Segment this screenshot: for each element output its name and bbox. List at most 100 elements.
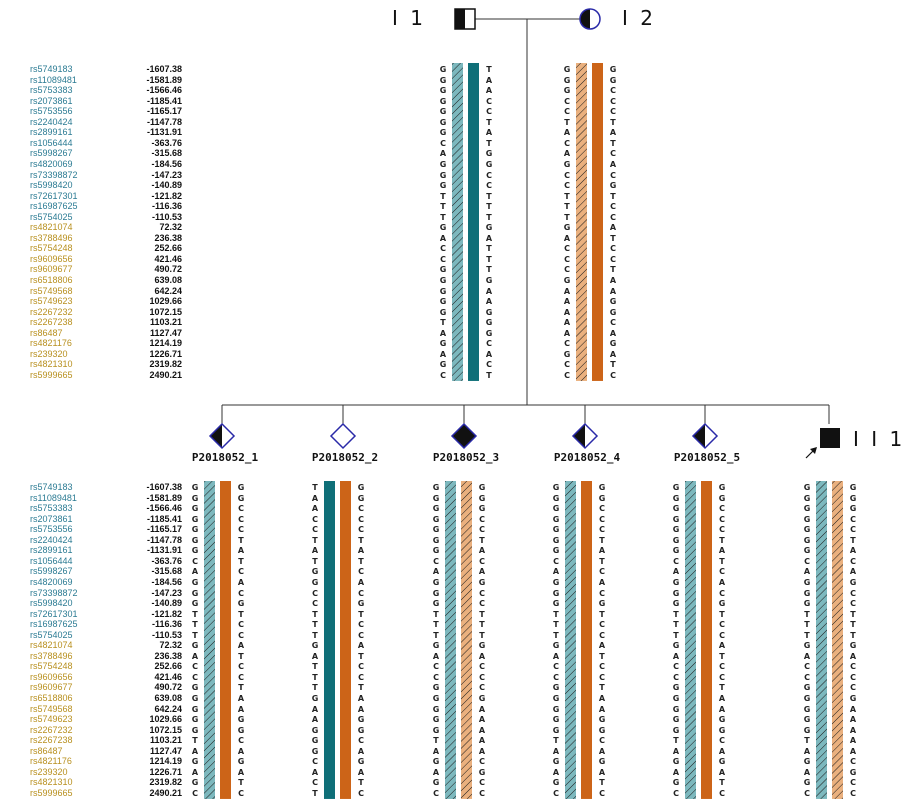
child-2-hap1-allele: T — [312, 535, 318, 545]
child-5-hap1-allele: A — [672, 651, 680, 661]
child-2-hap2-allele: G — [357, 599, 365, 609]
child-4-hap1-allele: T — [553, 620, 559, 630]
child-2-hap1-allele: T — [312, 662, 318, 672]
father-hap2-allele: C — [486, 170, 492, 180]
father-hap1-allele: A — [439, 349, 447, 359]
child-2-hap1-allele: T — [312, 683, 318, 693]
child-5-hap1-allele: C — [673, 556, 679, 566]
child-1-hap1-allele: G — [191, 588, 199, 598]
father-hap2-allele: C — [486, 96, 492, 106]
child-6-hap1-allele: T — [804, 620, 810, 630]
father-hap1-allele: G — [439, 339, 447, 349]
child-6-hap1-allele: G — [803, 778, 811, 788]
child-3-hap1-allele: G — [432, 514, 440, 524]
child-5-hap1-allele: G — [672, 641, 680, 651]
snp-id: rs239320 — [30, 766, 68, 777]
child-1-hap2-allele: T — [238, 683, 244, 693]
child-2-hap2-allele: A — [357, 746, 365, 756]
child-1-hap1-allele: G — [191, 493, 199, 503]
child-5-hap2-allele: C — [719, 514, 725, 524]
mother-hap1-allele: G — [563, 75, 571, 85]
snp-id: rs2240424 — [30, 116, 73, 127]
child-5-hap1-allele: C — [673, 788, 679, 798]
child-1-hap1-allele: T — [192, 620, 198, 630]
father-hap2-allele: C — [486, 181, 492, 191]
child-1-hap1-allele: G — [191, 715, 199, 725]
mother-hap1-allele: C — [564, 181, 570, 191]
child-6-hap1-allele: G — [803, 525, 811, 535]
child-3-hap2-allele: G — [478, 577, 486, 587]
snp-position: 72.32 — [159, 640, 182, 651]
father-hap2-allele: T — [486, 117, 492, 127]
snp-id: rs2073861 — [30, 95, 73, 106]
child-1-hap1-allele: G — [191, 483, 199, 492]
child-4-symbol — [571, 422, 599, 450]
child-1-hap1-allele: C — [192, 556, 198, 566]
mother-hap1-allele: C — [564, 265, 570, 275]
child-4-hap2-allele: T — [599, 609, 605, 619]
snp-position: -1185.41 — [146, 513, 182, 524]
child-5-hap1-allele: G — [672, 778, 680, 788]
child-3-hap1-allele: G — [432, 778, 440, 788]
child-4-hap1-allele: G — [552, 514, 560, 524]
mother-hap2-allele: A — [609, 349, 617, 359]
snp-position: 1226.71 — [149, 766, 182, 777]
child-6-hap2-allele: A — [849, 651, 857, 661]
child-2-hap2-allele: G — [357, 725, 365, 735]
child-2-hap2-allele: T — [358, 683, 364, 693]
snp-id: rs72617301 — [30, 190, 78, 201]
child-6-hap2-allele: C — [850, 588, 856, 598]
child-2-hap1-allele: G — [311, 694, 319, 703]
snp-id: rs3788496 — [30, 232, 73, 243]
child-6-hap2-allele: A — [849, 725, 857, 735]
snp-position: 490.72 — [154, 682, 182, 693]
father-hap1-allele: G — [439, 170, 447, 180]
child-2-hap2-allele: C — [358, 567, 364, 577]
child-4-hap2-allele: T — [599, 683, 605, 693]
mother-hap2-allele: T — [610, 233, 616, 243]
snp-position: -184.56 — [151, 576, 182, 587]
child-5-hap2-allele: C — [719, 736, 725, 746]
child-3-hap2-allele: A — [478, 567, 486, 577]
child-1-hap1-allele: A — [191, 767, 199, 777]
snp-position: 639.08 — [154, 693, 182, 703]
snp-position: -116.36 — [151, 619, 182, 630]
child-4-hap2-allele: C — [599, 588, 605, 598]
snp-id: rs4821176 — [30, 338, 72, 349]
child-2-hap2-allele: C — [358, 525, 364, 535]
mother-hap1-allele: A — [563, 318, 571, 328]
child-6-hap1-allele: A — [803, 567, 811, 577]
child-6-haplotype-bar-2 — [832, 481, 843, 799]
child-2-haplotype-bar-2 — [340, 481, 351, 799]
snp-position: -1165.17 — [146, 524, 182, 535]
child-3-hap2-allele: T — [479, 609, 485, 619]
child-2-hap1-allele: G — [311, 641, 319, 651]
child-3-hap2-allele: C — [479, 757, 485, 767]
child-5-hap2-allele: A — [718, 641, 726, 651]
child-4-hap2-allele: G — [598, 483, 606, 492]
child-4-hap2-allele: G — [598, 725, 606, 735]
child-6-hap2-allele: G — [849, 504, 857, 514]
snp-id: rs86487 — [30, 745, 63, 756]
proband-symbol — [820, 428, 840, 448]
snp-position: 1214.19 — [149, 338, 182, 349]
snp-id: rs2899161 — [30, 545, 73, 556]
snp-id: rs5753383 — [30, 85, 73, 96]
snp-position: -1131.91 — [146, 127, 182, 138]
child-2-hap1-allele: T — [312, 556, 318, 566]
mother-hap1-allele: A — [563, 297, 571, 307]
snp-position: -116.36 — [151, 201, 182, 212]
child-2-hap1-allele: C — [312, 778, 318, 788]
child-1-haplotype-bar-2 — [220, 481, 231, 799]
child-4-hap1-allele: A — [552, 767, 560, 777]
snp-position: 2319.82 — [149, 777, 182, 788]
child-2-hap2-allele: C — [358, 630, 364, 640]
child-1-hap1-allele: G — [191, 778, 199, 788]
mother-hap2-allele: C — [610, 170, 616, 180]
child-1-hap1-allele: G — [191, 514, 199, 524]
child-2-hap1-allele: G — [311, 725, 319, 735]
mother-hap2-allele: A — [609, 328, 617, 338]
child-5-hap2-allele: G — [718, 493, 726, 503]
child-1-hap1-allele: T — [192, 630, 198, 640]
